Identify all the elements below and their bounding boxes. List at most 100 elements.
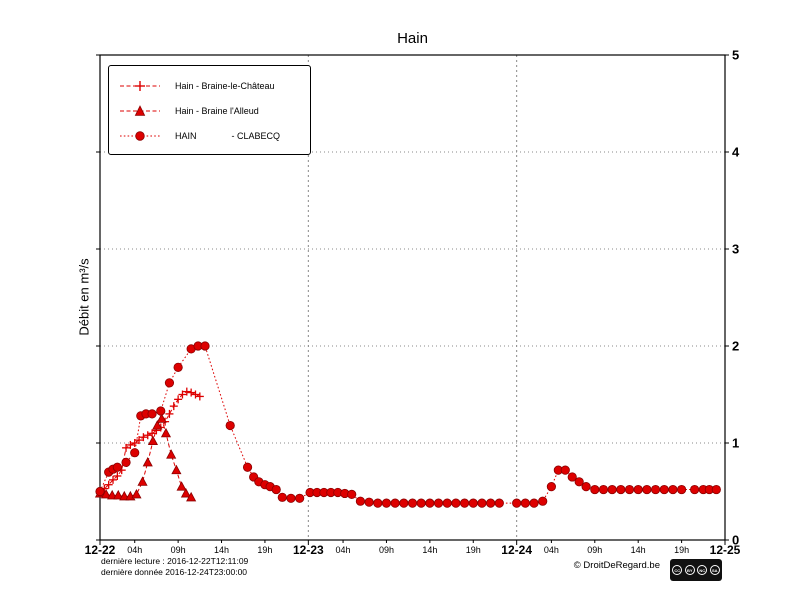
x-tick-label-major: 12-24 — [501, 543, 533, 557]
series-2-circle-marker — [512, 498, 522, 508]
legend-item-clabecq: HAIN - CLABECQ — [117, 123, 310, 148]
series-2-circle-marker — [271, 484, 281, 495]
series-2-circle-marker — [381, 498, 392, 508]
series-2-circle-marker — [286, 493, 296, 503]
x-tick-label-minor: 04h — [335, 545, 351, 555]
series-2-circle-marker — [130, 448, 140, 458]
series-1-triangle-marker — [166, 449, 177, 459]
series-2-circle-marker — [676, 484, 687, 495]
y-tick-label: 1 — [732, 435, 740, 451]
x-tick-label-major: 12-25 — [709, 543, 741, 557]
copyright-text: © DroitDeRegard.be — [573, 560, 660, 571]
series-2-circle-marker — [95, 486, 105, 497]
series-2-circle-marker — [624, 484, 635, 495]
series-2-circle-marker — [121, 457, 131, 467]
series-2-circle-marker — [399, 498, 409, 508]
cc-by-icon: BY — [684, 565, 695, 575]
series-1-triangle-marker — [147, 435, 159, 446]
series-1-triangle-marker — [131, 488, 142, 499]
legend-item-braine-le-chateau: Hain - Braine-le-Château — [117, 73, 310, 98]
y-axis-label: Débit en m³/s — [76, 258, 92, 336]
series-2-circle-marker — [494, 498, 504, 508]
series-2-circle-marker — [390, 498, 400, 508]
series-2-circle-marker — [112, 462, 122, 472]
series-2-circle-marker — [546, 482, 556, 492]
series-2-circle-marker — [200, 341, 210, 351]
x-tick-label-minor: 09h — [587, 545, 603, 555]
series-2-circle-marker — [295, 493, 305, 503]
y-tick-label: 4 — [732, 144, 740, 160]
series-2-circle-marker — [407, 498, 418, 508]
series-1-triangle-marker — [107, 489, 118, 500]
cc-icon: CC — [672, 565, 683, 575]
x-tick-label-major: 12-22 — [84, 543, 116, 557]
series-1-triangle-marker — [171, 464, 182, 475]
series-2-circle-marker — [581, 482, 591, 492]
series-1-triangle-marker — [180, 487, 192, 498]
x-tick-label-minor: 19h — [257, 545, 273, 555]
series-2-circle-marker — [668, 484, 678, 495]
series-2-circle-marker — [373, 498, 383, 508]
series-2-circle-marker — [529, 498, 539, 508]
series-2-circle-marker — [173, 362, 183, 372]
series-2-circle-marker — [486, 498, 496, 508]
last-data-text: dernière donnée 2016-12-24T23:00:00 — [101, 567, 248, 577]
series-line-2 — [99, 345, 717, 504]
y-tick-label: 2 — [732, 338, 740, 354]
x-tick-label-minor: 19h — [674, 545, 690, 555]
plus-marker-icon — [120, 80, 160, 91]
series-2-circle-marker — [416, 498, 426, 508]
x-tick-label-minor: 14h — [214, 545, 230, 555]
series-2-circle-marker — [451, 498, 461, 508]
cc-nc-icon: NC — [697, 565, 708, 575]
plot-border — [99, 54, 726, 541]
series-1-triangle-marker — [137, 476, 148, 486]
legend-label: Hain - Braine-le-Château — [175, 80, 275, 91]
x-tick-label-major: 12-23 — [292, 543, 324, 557]
series-2-circle-marker — [442, 498, 452, 508]
series-2-circle-marker — [616, 484, 626, 495]
triangle-marker-icon — [120, 104, 160, 116]
circle-marker-icon — [120, 130, 160, 141]
series-2-circle-marker — [633, 484, 643, 495]
series-2-circle-marker — [459, 498, 470, 508]
x-tick-label-minor: 04h — [543, 545, 559, 555]
series-2-circle-marker — [520, 498, 530, 508]
series-2-circle-marker — [711, 484, 721, 495]
series-2-circle-marker — [607, 484, 617, 495]
series-2-circle-marker — [347, 489, 357, 500]
legend-item-braine-l-alleud: Hain - Braine l'Alleud — [117, 98, 310, 123]
cc-sa-icon: SA — [709, 565, 720, 575]
x-tick-label-minor: 19h — [465, 545, 481, 555]
series-2-circle-marker — [164, 378, 175, 388]
x-tick-label-minor: 09h — [378, 545, 394, 555]
series-2-circle-marker — [650, 484, 661, 495]
legend-label: Hain - Braine l'Alleud — [175, 105, 259, 116]
y-tick-label: 3 — [732, 241, 740, 257]
series-2-circle-marker — [690, 484, 700, 495]
cc-license-badge[interactable]: CC BY NC SA — [670, 559, 722, 581]
series-2-circle-marker — [225, 420, 235, 431]
series-2-circle-marker — [598, 484, 609, 495]
x-tick-label-minor: 14h — [630, 545, 646, 555]
series-2-circle-marker — [242, 462, 253, 472]
x-tick-label-minor: 04h — [127, 545, 143, 555]
series-2-circle-marker — [590, 484, 600, 495]
last-reading-text: dernière lecture : 2016-12-22T12:11:09 — [101, 556, 249, 566]
series-2-circle-marker — [433, 498, 444, 508]
series-2-circle-marker — [642, 484, 652, 495]
series-2-circle-marker — [355, 496, 366, 506]
x-tick-label-minor: 14h — [422, 545, 438, 555]
series-1-triangle-marker — [186, 491, 197, 502]
x-tick-label-minor: 09h — [170, 545, 186, 555]
series-2-circle-marker — [659, 484, 669, 495]
series-2-circle-marker — [425, 498, 435, 508]
series-2-circle-marker — [156, 406, 166, 416]
chart-title: Hain — [397, 30, 428, 47]
series-2-circle-marker — [560, 465, 570, 475]
series-2-circle-marker — [147, 409, 157, 419]
series-2-circle-marker — [567, 472, 577, 482]
legend-label: HAIN - CLABECQ — [175, 130, 281, 141]
